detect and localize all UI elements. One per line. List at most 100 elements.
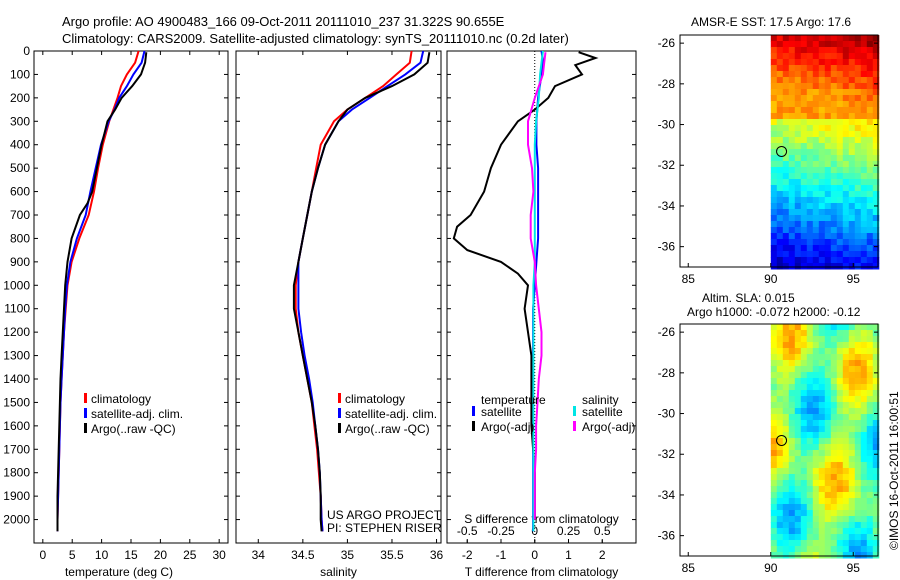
map-cell bbox=[794, 257, 802, 264]
map-cell bbox=[848, 342, 856, 349]
map-cell bbox=[824, 420, 832, 427]
map-cell bbox=[806, 456, 814, 463]
map-cell bbox=[866, 360, 874, 367]
map-cell bbox=[770, 245, 778, 252]
map-cell bbox=[770, 137, 778, 144]
map-cell bbox=[824, 384, 832, 391]
map-cell bbox=[788, 342, 796, 349]
map-cell bbox=[800, 366, 808, 373]
map-cell bbox=[842, 143, 850, 150]
map-cell bbox=[842, 77, 850, 84]
map-cell bbox=[824, 474, 832, 481]
map-cell bbox=[776, 462, 784, 469]
map-cell bbox=[800, 89, 808, 96]
map-cell bbox=[770, 41, 778, 48]
map-cell bbox=[818, 149, 826, 156]
map-cell bbox=[794, 113, 802, 120]
map-cell bbox=[788, 47, 796, 54]
map-cell bbox=[836, 95, 844, 102]
map-cell bbox=[800, 474, 808, 481]
map-cell bbox=[818, 450, 826, 457]
map-cell bbox=[830, 119, 838, 126]
map-cell bbox=[854, 107, 862, 114]
map-cell bbox=[872, 468, 880, 475]
map-cell bbox=[782, 504, 790, 511]
map-cell bbox=[782, 161, 790, 168]
map-cell bbox=[842, 552, 850, 559]
map-cell bbox=[776, 438, 784, 445]
map-cell bbox=[794, 390, 802, 397]
map-cell bbox=[872, 372, 880, 379]
map-cell bbox=[872, 504, 880, 511]
map-cell bbox=[776, 384, 784, 391]
map-cell bbox=[770, 113, 778, 120]
map-cell bbox=[812, 227, 820, 234]
map-cell bbox=[848, 95, 856, 102]
map-cell bbox=[782, 191, 790, 198]
map-cell bbox=[770, 143, 778, 150]
lat-tick-label: -28 bbox=[658, 366, 676, 380]
map-cell bbox=[866, 408, 874, 415]
map-cell bbox=[770, 366, 778, 373]
map-cell bbox=[836, 474, 844, 481]
map-cell bbox=[872, 438, 880, 445]
map-cell bbox=[872, 414, 880, 421]
map-cell bbox=[872, 396, 880, 403]
map-cell bbox=[872, 257, 880, 264]
map-cell bbox=[782, 173, 790, 180]
map-cell bbox=[860, 486, 868, 493]
map-cell bbox=[848, 161, 856, 168]
map-cell bbox=[770, 185, 778, 192]
map-cell bbox=[854, 113, 862, 120]
map-cell bbox=[770, 215, 778, 222]
map-cell bbox=[770, 528, 778, 535]
map-cell bbox=[824, 360, 832, 367]
map-cell bbox=[794, 456, 802, 463]
map-cell bbox=[842, 342, 850, 349]
map-cell bbox=[824, 137, 832, 144]
map-cell bbox=[836, 185, 844, 192]
x-tick-top-label: 0.25 bbox=[557, 524, 581, 538]
map-cell bbox=[842, 330, 850, 337]
map-cell bbox=[812, 408, 820, 415]
x-tick-label: 0 bbox=[531, 548, 538, 562]
map-cell bbox=[794, 366, 802, 373]
map-cell bbox=[782, 414, 790, 421]
map-cell bbox=[872, 125, 880, 132]
map-cell bbox=[854, 77, 862, 84]
map-cell bbox=[872, 77, 880, 84]
map-cell bbox=[806, 215, 814, 222]
map-cell bbox=[824, 462, 832, 469]
map-cell bbox=[800, 65, 808, 72]
map-cell bbox=[830, 173, 838, 180]
map-cell bbox=[824, 432, 832, 439]
map-cell bbox=[818, 251, 826, 258]
map-cell bbox=[794, 137, 802, 144]
map-cell bbox=[782, 245, 790, 252]
map-cell bbox=[860, 336, 868, 343]
map-cell bbox=[824, 251, 832, 258]
map-cell bbox=[842, 215, 850, 222]
map-cell bbox=[848, 125, 856, 132]
map-cell bbox=[854, 342, 862, 349]
map-cell bbox=[836, 233, 844, 240]
map-cell bbox=[866, 402, 874, 409]
map-cell bbox=[860, 185, 868, 192]
map-cell bbox=[776, 528, 784, 535]
map-cell bbox=[866, 516, 874, 523]
map-cell bbox=[848, 215, 856, 222]
map-cell bbox=[854, 432, 862, 439]
x-tick-top-label: -0.25 bbox=[487, 524, 515, 538]
map-cell bbox=[866, 492, 874, 499]
map-cell bbox=[860, 492, 868, 499]
map-cell bbox=[842, 155, 850, 162]
map-cell bbox=[824, 179, 832, 186]
map-cell bbox=[830, 516, 838, 523]
map-cell bbox=[782, 47, 790, 54]
map-cell bbox=[818, 35, 826, 42]
map-cell bbox=[788, 408, 796, 415]
map-cell bbox=[782, 113, 790, 120]
map-cell bbox=[770, 233, 778, 240]
map-cell bbox=[830, 125, 838, 132]
map-cell bbox=[842, 119, 850, 126]
